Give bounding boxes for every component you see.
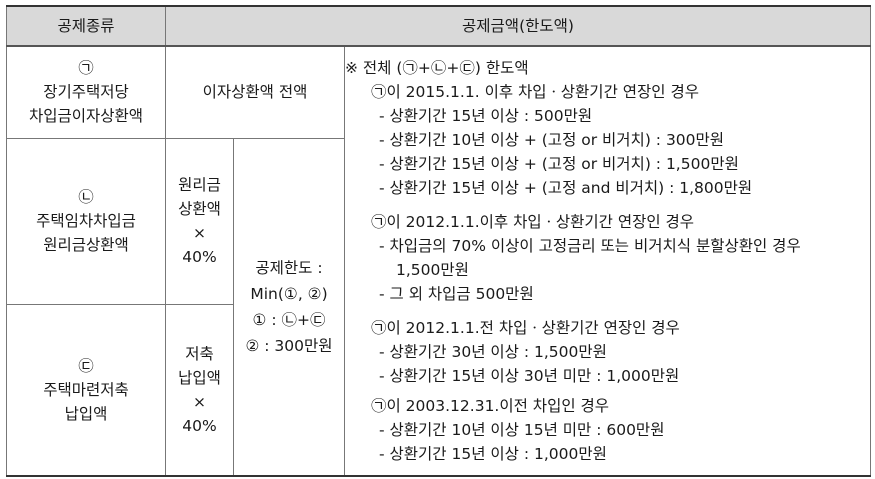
type-name-a-2: 차입금이자상환액 [28, 107, 144, 126]
detail-g1-item: - 상환기간 15년 이상 + (고정 and 비거치) : 1,800만원 [379, 179, 753, 197]
detail-g2-item: 1,500만원 [396, 261, 469, 279]
detail-g1-head: ㉠이 2015.1.1. 이후 차입ㆍ상환기간 연장인 경우 [371, 83, 699, 101]
amount-cell-c: 저축 납입액 × 40% [165, 303, 234, 477]
header-amount: 공제금액(한도액) [165, 5, 871, 47]
deduction-table: 공제종류 공제금액(한도액) ㉠ 장기주택저당 차입금이자상환액 이자상환액 전… [6, 5, 871, 477]
detail-group-4: ㉠이 2003.12.31.이전 차입인 경우 - 상환기간 10년 이상 15… [345, 394, 870, 466]
detail-group-3: ㉠이 2012.1.1.전 차입ㆍ상환기간 연장인 경우 - 상환기간 30년 … [345, 316, 870, 388]
mark-b: ㉡ [78, 188, 94, 206]
detail-g4-item: - 상환기간 15년 이상 : 1,000만원 [379, 445, 607, 463]
detail-g4-head: ㉠이 2003.12.31.이전 차입인 경우 [371, 397, 610, 415]
mark-c: ㉢ [78, 356, 94, 375]
amount-b-2: 상환액 [178, 200, 221, 218]
limit-line-3: ① : ㉡+㉢ [252, 310, 326, 329]
type-cell-a: ㉠ 장기주택저당 차입금이자상환액 [6, 45, 166, 139]
detail-g1-item: - 상환기간 10년 이상 + (고정 or 비거치) : 300만원 [379, 131, 725, 149]
header-type: 공제종류 [6, 5, 166, 47]
limit-line-1: 공제한도 : [255, 258, 323, 277]
limit-line-2: Min(①, ②) [250, 284, 328, 303]
detail-g3-item: - 상환기간 30년 이상 : 1,500만원 [379, 343, 607, 361]
detail-title: ※ 전체 (㉠+㉡+㉢) 한도액 [345, 59, 529, 77]
limit-line-4: ② : 300만원 [245, 336, 333, 355]
row-lease-loan: ㉡ 주택임차차입금 원리금상환액 원리금 상환액 × 40% 공제한도 : Mi… [6, 137, 871, 477]
header-row: 공제종류 공제금액(한도액) [6, 5, 871, 47]
mark-a: ㉠ [78, 59, 94, 78]
amount-b-4: 40% [182, 248, 217, 266]
detail-g1-item: - 상환기간 15년 이상 : 500만원 [379, 107, 593, 125]
detail-g3-item: - 상환기간 15년 이상 30년 미만 : 1,000만원 [379, 367, 680, 385]
row-housing-savings: ㉢ 주택마련저축 납입액 저축 납입액 × 40% [6, 303, 871, 477]
amount-cell-b: 원리금 상환액 × 40% [165, 137, 234, 305]
type-name-c-1: 주택마련저축 [43, 380, 129, 399]
type-name-a-1: 장기주택저당 [43, 83, 129, 102]
amount-cell-a: 이자상환액 전액 [165, 45, 345, 139]
detail-g2-item: - 그 외 차입금 500만원 [379, 285, 534, 303]
detail-g2-head: ㉠이 2012.1.1.이후 차입ㆍ상환기간 연장인 경우 [371, 213, 695, 231]
row-mortgage-interest: ㉠ 장기주택저당 차입금이자상환액 이자상환액 전액 ※ 전체 (㉠+㉡+㉢) … [6, 45, 871, 477]
amount-c-1: 저축 [185, 344, 214, 363]
amount-c-4: 40% [182, 416, 217, 435]
amount-c-3: × [193, 392, 206, 411]
amount-c-2: 납입액 [178, 368, 221, 387]
detail-g3-head: ㉠이 2012.1.1.전 차입ㆍ상환기간 연장인 경우 [371, 319, 680, 337]
type-name-b-1: 주택임차차입금 [36, 212, 136, 230]
type-name-c-2: 납입액 [64, 404, 108, 423]
amount-b-1: 원리금 [178, 176, 221, 194]
type-name-b-2: 원리금상환액 [43, 236, 129, 254]
limit-detail-cell: ※ 전체 (㉠+㉡+㉢) 한도액 ㉠이 2015.1.1. 이후 차입ㆍ상환기간… [344, 45, 871, 477]
amount-b-3: × [193, 224, 206, 242]
detail-g4-item: - 상환기간 10년 이상 15년 미만 : 600만원 [379, 421, 665, 439]
detail-g2-item: - 차입금의 70% 이상이 고정금리 또는 비거치식 분할상환인 경우 [379, 237, 801, 255]
limit-cell: 공제한도 : Min(①, ②) ① : ㉡+㉢ ② : 300만원 [233, 137, 345, 477]
detail-group-2: ㉠이 2012.1.1.이후 차입ㆍ상환기간 연장인 경우 - 차입금의 70%… [345, 210, 870, 306]
detail-g1-item: - 상환기간 15년 이상 + (고정 or 비거치) : 1,500만원 [379, 155, 739, 173]
type-cell-b: ㉡ 주택임차차입금 원리금상환액 [6, 137, 166, 305]
type-cell-c: ㉢ 주택마련저축 납입액 [6, 303, 166, 477]
detail-group-1: ㉠이 2015.1.1. 이후 차입ㆍ상환기간 연장인 경우 - 상환기간 15… [345, 80, 870, 200]
